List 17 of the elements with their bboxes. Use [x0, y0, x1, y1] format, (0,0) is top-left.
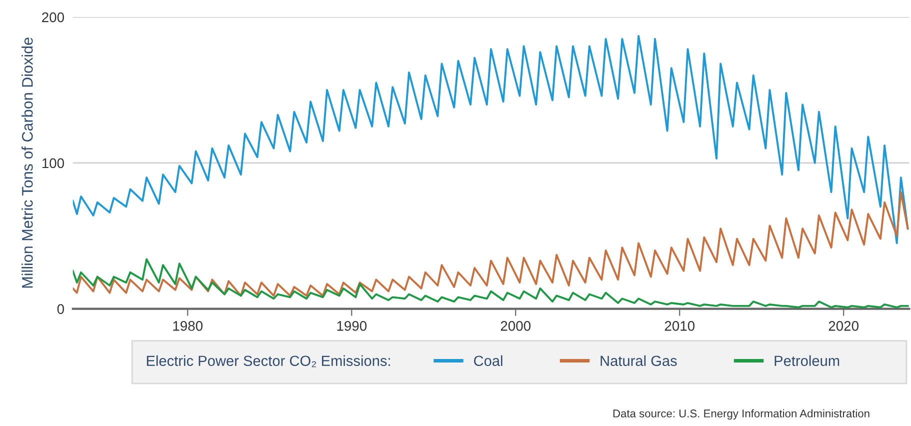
x-tick-label: 2020: [828, 321, 858, 331]
legend-label: Coal: [474, 355, 502, 366]
x-tick-label: 2000: [500, 321, 531, 331]
x-tick-label: 1980: [173, 321, 203, 331]
y-tick-label: 100: [42, 158, 64, 168]
line-series: [72, 191, 909, 297]
y-tick-label: 0: [57, 304, 64, 314]
source-note: Data source: U.S. Energy Information Administration: [613, 409, 870, 420]
y-axis-title: Million Metric Tons of Carbon Dioxide: [22, 38, 33, 288]
x-tick-label: 2010: [664, 321, 695, 331]
line-series: [72, 35, 909, 244]
legend-title: Electric Power Sector CO₂ Emissions:: [146, 355, 390, 368]
legend-label: Petroleum: [774, 355, 840, 366]
x-tick-label: 1990: [337, 321, 367, 331]
legend-label: Natural Gas: [600, 355, 677, 366]
line-series: [72, 258, 909, 308]
y-tick-label: 200: [42, 12, 64, 22]
